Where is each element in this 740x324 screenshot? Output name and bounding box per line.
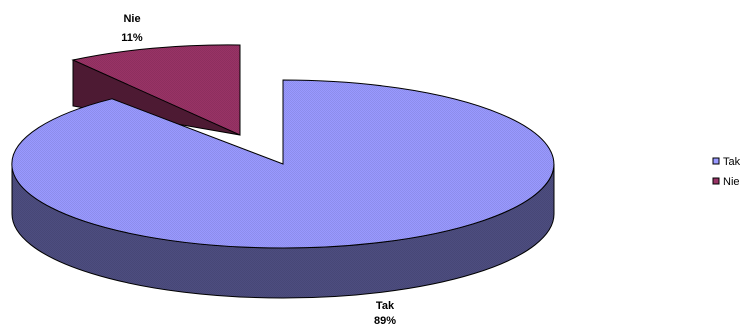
legend-label-nie: Nie <box>723 176 740 188</box>
legend-swatch-nie <box>712 177 720 185</box>
label-nie-name: Nie <box>123 13 140 25</box>
legend: Tak Nie <box>712 156 740 188</box>
label-nie-value: 11% <box>121 32 143 44</box>
legend-label-tak: Tak <box>723 156 740 168</box>
label-tak-value: 89% <box>374 315 396 324</box>
label-tak-name: Tak <box>376 300 395 312</box>
legend-swatch-tak <box>712 157 720 165</box>
